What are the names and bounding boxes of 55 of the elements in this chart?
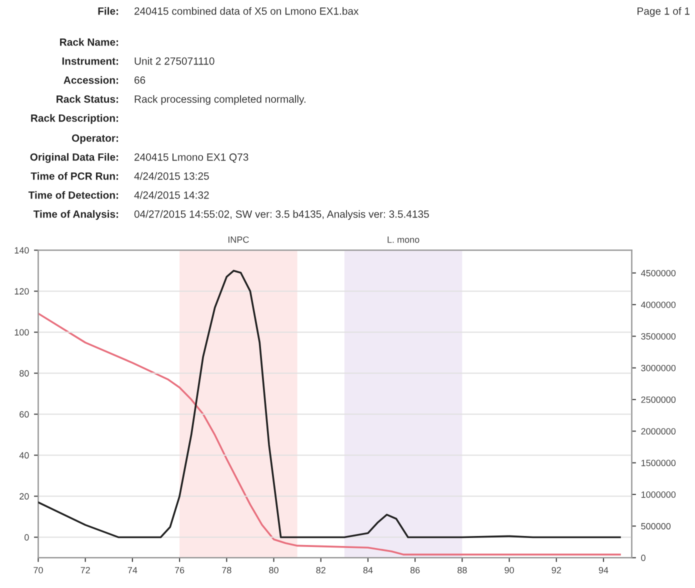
text: Rack Status: [56,95,118,103]
band-label: L. mono [388,236,420,243]
y2-tick-label: 0 [641,554,646,562]
text: Accession: [64,76,118,84]
y2-tick-label: 2500000 [641,396,676,403]
y2-tick-label: 1500000 [641,460,676,466]
text: Rack processing completed normally. [134,95,306,105]
x-tick-label: 78 [222,566,232,574]
text: Rack Description: [31,114,118,124]
y2-tick-label: 3000000 [641,364,676,372]
text: 4/24/2015 14:32 [134,191,209,199]
y2-tick-label: 2000000 [641,428,676,435]
text: 04/27/2015 14:55:02, SW ver: 3.5 b4135, Analysis ver: 3.5.4135 [134,210,429,220]
y2-tick-label: 3500000 [641,333,676,340]
y-tick-label: 140 [14,247,29,254]
x-tick-label: 74 [128,567,138,574]
text: Page 1 of 1 [638,7,690,17]
y-tick-label: 80 [20,370,29,377]
y2-tick-label: 1000000 [641,491,676,498]
y-tick-label: 100 [14,329,29,336]
text: Time of Detection: [28,191,118,199]
text: File: [98,7,118,15]
y2-tick-label: 4000000 [640,302,676,308]
text: Time of PCR Run: [30,172,118,180]
x-tick-label: 88 [458,566,467,574]
x-tick-label: 94 [598,566,608,574]
band-label: INPC [228,236,249,243]
x-tick-label: 82 [316,566,326,574]
x-tick-label: 86 [410,566,420,574]
text: 240415 Lmono EX1 Q73 [134,153,248,163]
x-tick-label: 90 [504,566,514,574]
y-tick-label: 60 [20,411,29,418]
x-tick-label: 72 [80,566,90,574]
line-series [38,270,621,538]
line-series [38,312,621,556]
y2-tick-label: 4500000 [640,270,676,276]
text: 240415 combined data of X5 on Lmono EX1.bax [134,7,359,15]
x-tick-label: 76 [174,566,184,574]
y-tick-label: 0 [24,534,29,541]
text: Instrument: [62,58,118,65]
text: 66 [134,76,146,84]
text: Unit 2 275071110 [134,57,214,65]
y-tick-label: 120 [14,288,29,295]
text: Rack Name: [60,38,118,46]
y2-tick-label: 500000 [641,523,671,530]
text: 4/24/2015 13:25 [134,172,209,180]
text: Original Data File: [30,153,118,163]
x-tick-label: 84 [363,566,373,574]
x-tick-label: 70 [34,566,43,574]
text: Time of Analysis: [33,210,118,220]
y-tick-label: 20 [20,493,29,500]
text: Operator: [72,134,118,144]
x-tick-label: 80 [269,566,278,574]
x-tick-label: 92 [552,566,561,574]
y-tick-label: 40 [19,452,29,459]
